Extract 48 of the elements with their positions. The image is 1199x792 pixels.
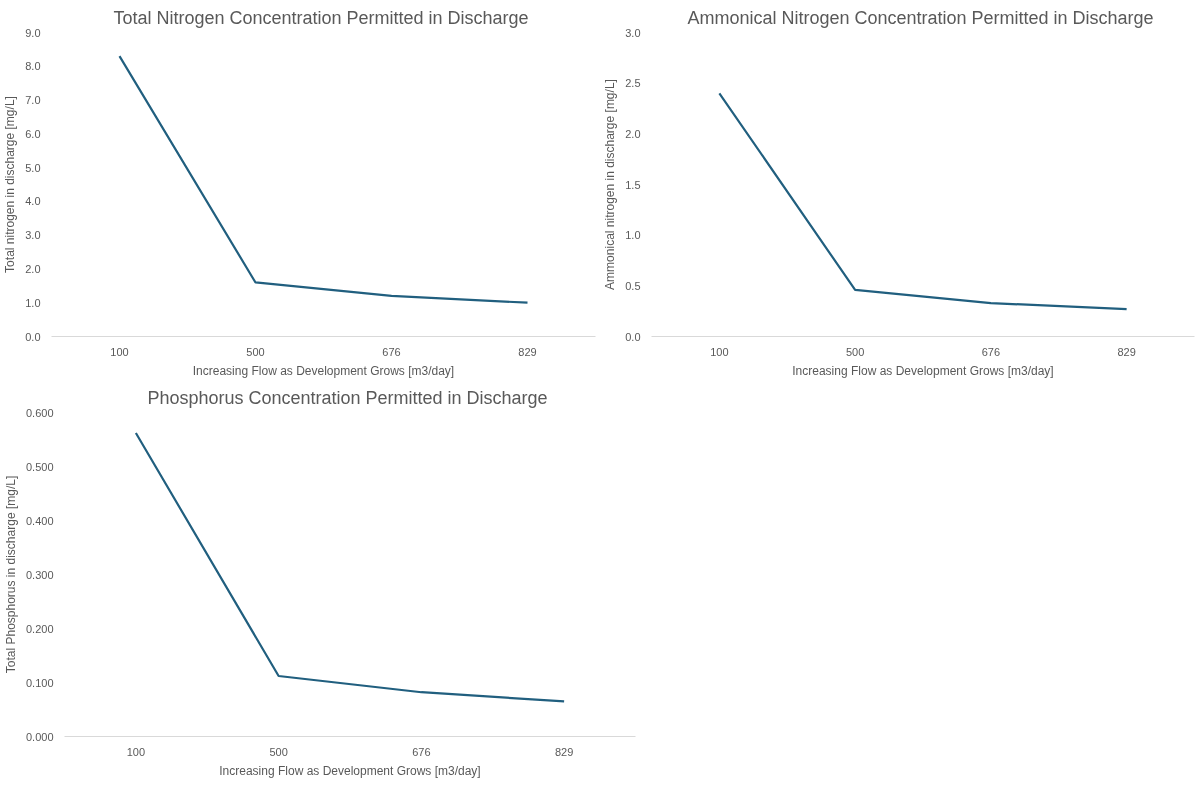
x-tick-label: 100 bbox=[126, 745, 146, 758]
x-axis-title: Increasing Flow as Development Grows [m3/day] bbox=[792, 363, 1054, 378]
x-tick-label: 500 bbox=[246, 345, 265, 358]
y-tick-label: 2.5 bbox=[625, 77, 641, 90]
x-axis-title: Increasing Flow as Development Grows [m3/day] bbox=[219, 763, 481, 778]
y-tick-label: 0.400 bbox=[25, 514, 54, 527]
chart-title: Total Nitrogen Concentration Permitted in Discharge bbox=[113, 7, 529, 28]
x-tick-label: 500 bbox=[269, 745, 288, 758]
x-tick-label: 829 bbox=[518, 345, 537, 358]
y-tick-label: 2.0 bbox=[25, 262, 41, 275]
y-tick-label: 0.000 bbox=[25, 730, 54, 743]
y-axis-title: Total Phosphorus in discharge [mg/L] bbox=[3, 475, 18, 674]
y-tick-label: 1.5 bbox=[625, 178, 641, 191]
y-axis-title: Ammonical nitrogen in discharge [mg/L] bbox=[603, 79, 618, 290]
y-tick-label: 6.0 bbox=[25, 127, 41, 140]
chart-title: Ammonical Nitrogen Concentration Permitted in Discharge bbox=[687, 7, 1154, 28]
y-tick-label: 7.0 bbox=[25, 94, 41, 107]
y-tick-label: 0.0 bbox=[625, 330, 641, 343]
x-tick-label: 829 bbox=[554, 745, 574, 758]
x-tick-label: 100 bbox=[110, 345, 129, 358]
x-tick-label: 676 bbox=[981, 345, 1001, 358]
y-tick-label: 0.200 bbox=[25, 622, 54, 635]
y-axis-title: Total nitrogen in discharge [mg/L] bbox=[3, 96, 18, 273]
y-tick-label: 4.0 bbox=[25, 195, 41, 208]
y-tick-label: 1.0 bbox=[25, 296, 41, 309]
x-tick-label: 829 bbox=[1117, 345, 1136, 358]
y-tick-label: 0.5 bbox=[625, 279, 641, 292]
x-axis-title: Increasing Flow as Development Grows [m3/day] bbox=[192, 363, 455, 378]
x-tick-label: 500 bbox=[845, 345, 865, 358]
y-tick-label: 1.0 bbox=[625, 229, 641, 242]
line-series bbox=[134, 431, 566, 703]
y-tick-label: 3.0 bbox=[625, 26, 641, 39]
y-tick-label: 0.0 bbox=[25, 330, 41, 343]
y-tick-label: 0.100 bbox=[25, 676, 54, 689]
y-tick-label: 0.600 bbox=[25, 406, 54, 419]
y-tick-label: 8.0 bbox=[25, 60, 41, 73]
x-tick-label: 676 bbox=[382, 345, 401, 358]
chart-title: Phosphorus Concentration Permitted in Discharge bbox=[147, 387, 548, 408]
y-tick-label: 0.500 bbox=[25, 460, 54, 473]
y-tick-label: 9.0 bbox=[25, 26, 41, 39]
y-tick-label: 2.0 bbox=[625, 127, 641, 140]
line-series bbox=[118, 55, 529, 304]
x-tick-label: 100 bbox=[710, 345, 729, 358]
y-tick-label: 5.0 bbox=[25, 161, 41, 174]
y-tick-label: 3.0 bbox=[25, 229, 41, 242]
y-tick-label: 0.300 bbox=[25, 568, 54, 581]
x-tick-label: 676 bbox=[412, 745, 431, 758]
line-series bbox=[718, 92, 1128, 311]
